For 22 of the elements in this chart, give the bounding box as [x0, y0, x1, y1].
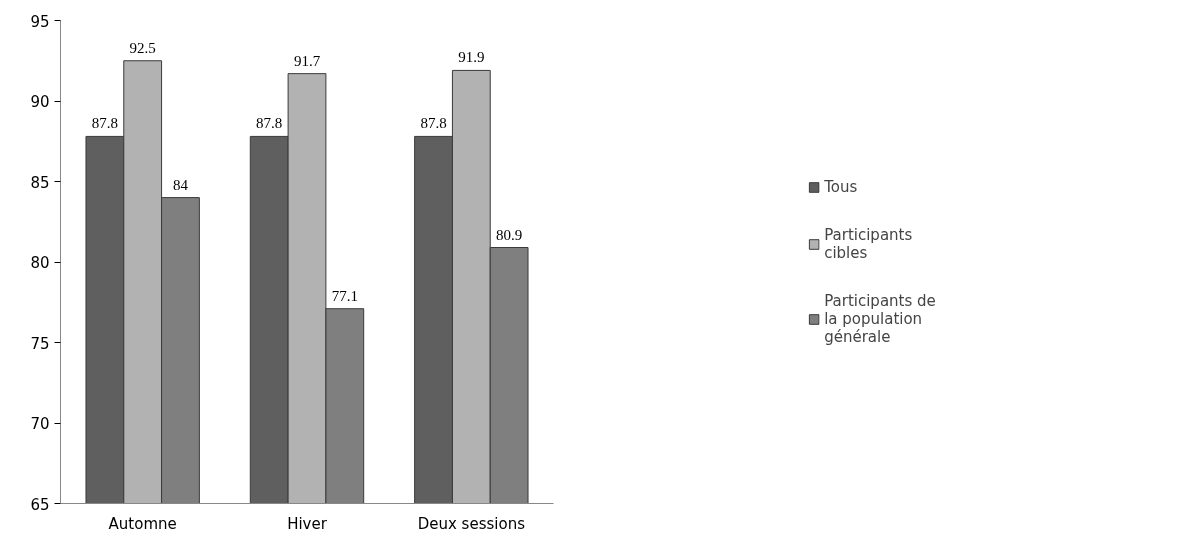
y-tick-label: 65	[30, 495, 50, 514]
x-tick-label: Deux sessions	[417, 514, 526, 533]
legend-label: Participants cibles	[824, 225, 913, 262]
legend-label: Tous	[824, 177, 858, 196]
data-label: 84	[172, 176, 189, 193]
data-label: 80.9	[496, 226, 523, 243]
y-tick-label: 70	[30, 415, 50, 433]
x-tick-label: Hiver	[287, 514, 328, 533]
y-tick-label: 95	[30, 12, 50, 31]
data-label: 91.7	[293, 52, 321, 69]
x-tick-label: Automne	[108, 514, 177, 533]
y-tick-label: 75	[30, 334, 50, 353]
legend-label: Participants de la population générale	[824, 291, 936, 346]
data-label: 87.8	[420, 115, 447, 132]
data-label: 87.8	[256, 115, 283, 132]
y-tick-label: 85	[30, 173, 50, 192]
y-tick-label: 80	[30, 254, 50, 272]
data-label: 92.5	[129, 39, 156, 56]
data-label: 91.9	[458, 49, 485, 66]
data-label: 77.1	[331, 287, 358, 304]
y-tick-label: 90	[30, 93, 50, 111]
data-label: 87.8	[91, 115, 118, 132]
